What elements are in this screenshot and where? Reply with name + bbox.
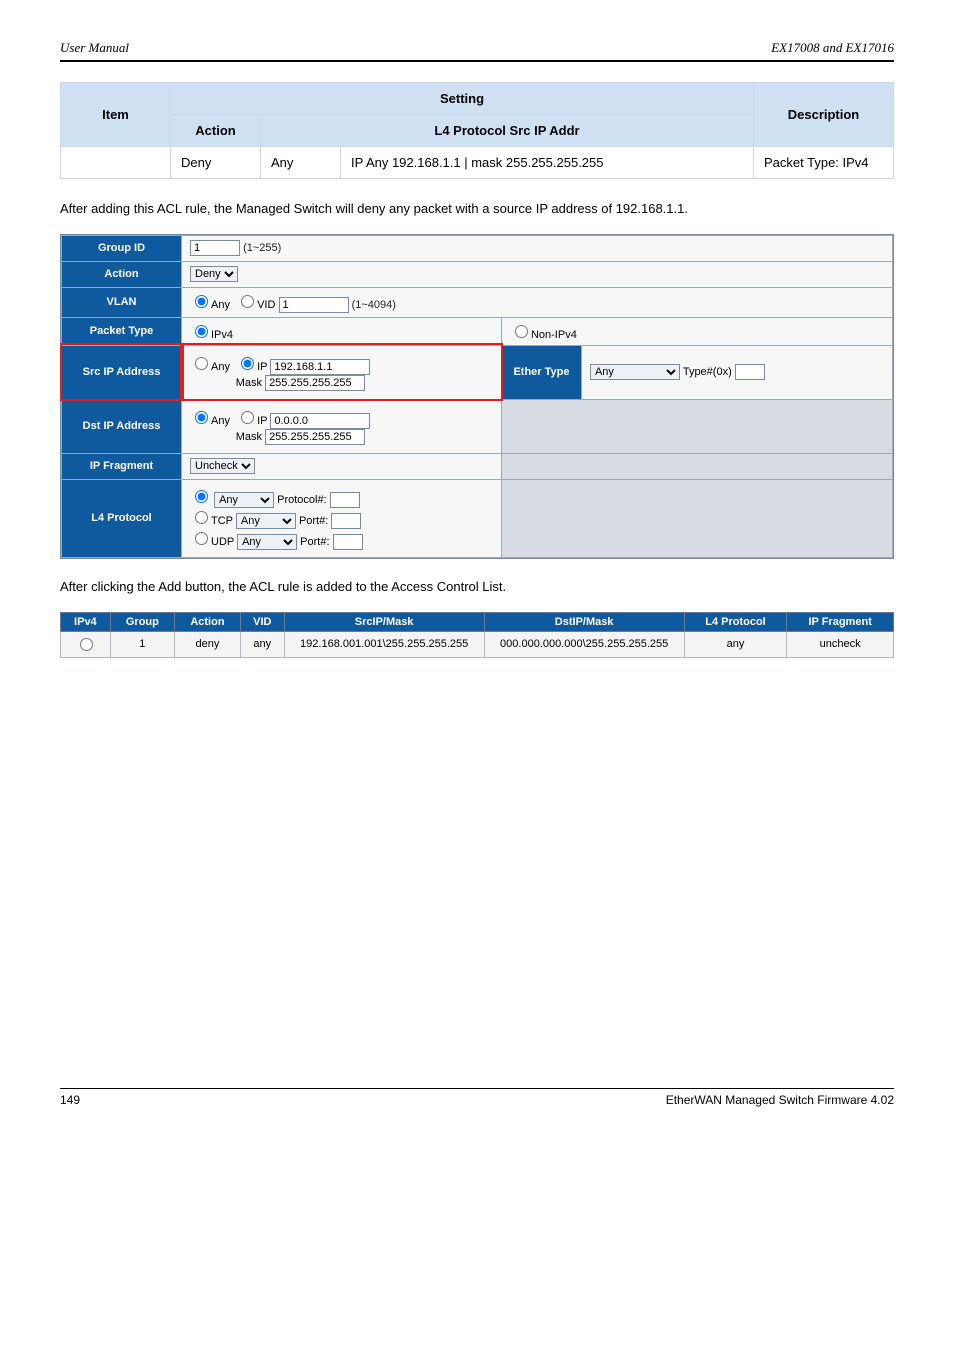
pkttype-ipv4-radio[interactable] [195, 325, 208, 338]
paragraph-1: After adding this ACL rule, the Managed … [60, 199, 894, 220]
lbl-ether-type: Ether Type [501, 345, 581, 399]
res-td-srcip: 192.168.001.001\255.255.255.255 [284, 631, 484, 657]
pkttype-nonipv4-radio[interactable] [515, 325, 528, 338]
page-number: 149 [60, 1093, 80, 1107]
vlan-range: (1~4094) [352, 299, 396, 311]
group-id-range: (1~255) [243, 242, 281, 254]
spec-th-item: Item [61, 83, 171, 147]
result-row-select-radio[interactable] [80, 638, 93, 651]
action-select[interactable]: Deny [190, 266, 238, 282]
l4-proto-select[interactable]: Any [214, 492, 274, 508]
res-td-ipfrag: uncheck [787, 631, 894, 657]
pkttype-ipv4-label: IPv4 [211, 329, 233, 341]
dstip-any-label: Any [211, 415, 230, 427]
vlan-vid-input[interactable] [279, 297, 349, 313]
footer-rule [60, 1088, 894, 1089]
result-row: 1 deny any 192.168.001.001\255.255.255.2… [61, 631, 894, 657]
l4-udp-select[interactable]: Any [237, 534, 297, 550]
page-spacer [60, 678, 894, 1058]
ether-type-select[interactable]: Any [590, 364, 680, 380]
srcip-any-radio[interactable] [195, 357, 208, 370]
vlan-any-radio[interactable] [195, 295, 208, 308]
res-td-vid: any [240, 631, 284, 657]
dstip-mask-input[interactable] [265, 429, 365, 445]
doc-header-left: User Manual [60, 40, 129, 56]
l4-proto-radio[interactable] [195, 490, 208, 503]
paragraph-2: After clicking the Add button, the ACL r… [60, 577, 894, 598]
srcip-any-label: Any [211, 361, 230, 373]
lbl-l4-protocol: L4 Protocol [62, 479, 182, 557]
srcip-ip-radio[interactable] [241, 357, 254, 370]
res-th-srcip: SrcIP/Mask [284, 612, 484, 631]
lbl-group-id: Group ID [62, 235, 182, 261]
spec-th-desc: Description [754, 83, 894, 147]
lbl-src-ip: Src IP Address [62, 345, 182, 399]
spec-cell-ptype: Packet Type: IPv4 [754, 147, 894, 179]
srcip-mask-label: Mask [190, 377, 262, 389]
srcip-ip-input[interactable] [270, 359, 370, 375]
ether-typex-input[interactable] [735, 364, 765, 380]
res-th-ipfrag: IP Fragment [787, 612, 894, 631]
res-th-vid: VID [240, 612, 284, 631]
srcip-mask-input[interactable] [265, 375, 365, 391]
l4-tcp-port-input[interactable] [331, 513, 361, 529]
spec-th-setting: Setting [171, 83, 754, 115]
dstip-mask-label: Mask [190, 431, 262, 443]
spec-row: Deny Any IP Any 192.168.1.1 | mask 255.2… [61, 147, 894, 179]
l4-protohash-input[interactable] [330, 492, 360, 508]
vlan-vid-label: VID [257, 299, 275, 311]
spec-th-action: Action [171, 115, 261, 147]
l4-tcp-label: TCP [211, 515, 233, 527]
pkttype-nonipv4-label: Non-IPv4 [531, 329, 577, 341]
group-id-input[interactable] [190, 240, 240, 256]
l4-protohash-label: Protocol#: [277, 494, 327, 506]
res-th-l4: L4 Protocol [684, 612, 787, 631]
l4-tcp-radio[interactable] [195, 511, 208, 524]
res-td-dstip: 000.000.000.000\255.255.255.255 [484, 631, 684, 657]
doc-header-right: EX17008 and EX17016 [771, 40, 894, 56]
spec-table: Item Setting Description Action L4 Proto… [60, 82, 894, 179]
ipfrag-select[interactable]: Uncheck [190, 458, 255, 474]
lbl-ip-fragment: IP Fragment [62, 453, 182, 479]
dstip-any-radio[interactable] [195, 411, 208, 424]
acl-config-panel: Group ID (1~255) Action Deny VLAN Any VI… [60, 234, 894, 559]
lbl-dst-ip: Dst IP Address [62, 399, 182, 453]
vlan-vid-radio[interactable] [241, 295, 254, 308]
doc-footer: 149 EtherWAN Managed Switch Firmware 4.0… [60, 1093, 894, 1107]
lbl-vlan: VLAN [62, 287, 182, 317]
res-td-group: 1 [110, 631, 174, 657]
spec-cell-action: Deny [171, 147, 261, 179]
l4-tcp-port-label: Port#: [299, 515, 328, 527]
l4-udp-radio[interactable] [195, 532, 208, 545]
vlan-any-label: Any [211, 299, 230, 311]
dstip-ip-radio[interactable] [241, 411, 254, 424]
spec-th-l4: L4 Protocol Src IP Addr [261, 115, 754, 147]
res-th-group: Group [110, 612, 174, 631]
l4-udp-port-label: Port#: [300, 536, 329, 548]
dstip-ip-label: IP [257, 415, 267, 427]
doc-header: User Manual EX17008 and EX17016 [60, 40, 894, 56]
res-td-l4: any [684, 631, 787, 657]
header-rule [60, 60, 894, 62]
l4-tcp-select[interactable]: Any [236, 513, 296, 529]
ether-typex-label: Type#(0x) [683, 366, 732, 378]
acl-result-table: IPv4 Group Action VID SrcIP/Mask DstIP/M… [60, 612, 894, 658]
res-th-action: Action [174, 612, 240, 631]
lbl-packet-type: Packet Type [62, 317, 182, 345]
l4-udp-port-input[interactable] [333, 534, 363, 550]
l4-udp-label: UDP [211, 536, 234, 548]
spec-cell-l4: Any [261, 147, 341, 179]
res-th-dstip: DstIP/Mask [484, 612, 684, 631]
res-th-ipv4: IPv4 [61, 612, 111, 631]
lbl-action: Action [62, 261, 182, 287]
footer-right: EtherWAN Managed Switch Firmware 4.02 [666, 1093, 894, 1107]
srcip-ip-label: IP [257, 361, 267, 373]
spec-cell-ip: IP Any 192.168.1.1 | mask 255.255.255.25… [341, 147, 754, 179]
dstip-ip-input[interactable] [270, 413, 370, 429]
res-td-action: deny [174, 631, 240, 657]
